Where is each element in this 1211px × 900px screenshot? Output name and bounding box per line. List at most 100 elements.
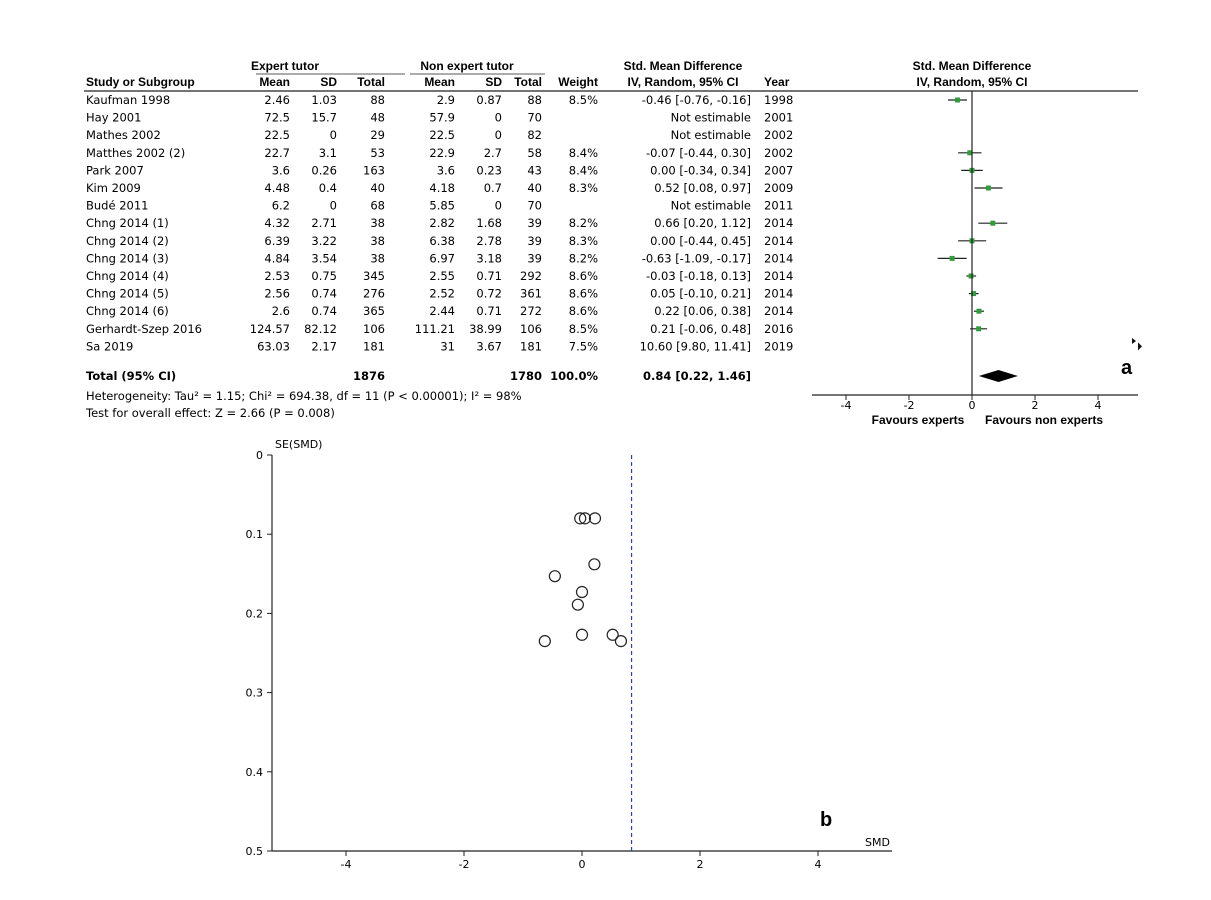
study-name: Chng 2014 (3) <box>86 251 169 265</box>
study-name: Gerhardt-Szep 2016 <box>86 322 202 336</box>
forest-x-tick-label: -4 <box>841 399 852 412</box>
forest-x-tick-label: -2 <box>904 399 915 412</box>
forest-offscale-arrow <box>1138 342 1142 351</box>
expert-mean: 2.53 <box>264 269 290 283</box>
funnel-y-tick-label: 0.3 <box>246 687 264 700</box>
study-year: 2001 <box>764 111 793 125</box>
study-year: 1998 <box>764 93 793 107</box>
funnel-y-tick-label: 0.5 <box>246 845 264 858</box>
favours-nonexperts-label: Favours non experts <box>985 413 1103 427</box>
funnel-x-tick-label: -4 <box>341 858 352 871</box>
total-smd-ci: 0.84 [0.22, 1.46] <box>643 369 751 383</box>
column-header-nonexpert-mean: Mean <box>424 75 455 89</box>
nonexpert-total: 181 <box>520 339 542 353</box>
nonexpert-sd: 0.23 <box>476 163 502 177</box>
study-year: 2019 <box>764 339 793 353</box>
expert-total: 276 <box>363 287 385 301</box>
study-name: Kaufman 1998 <box>86 93 170 107</box>
study-year: 2007 <box>764 163 793 177</box>
funnel-study-point <box>548 570 561 583</box>
study-smd-ci: 0.52 [0.08, 0.97] <box>654 181 751 195</box>
column-header-weight: Weight <box>558 75 598 89</box>
expert-sd: 3.1 <box>319 146 337 160</box>
forest-pooled-diamond <box>978 370 1018 382</box>
expert-total: 38 <box>370 216 385 230</box>
nonexpert-mean: 31 <box>440 339 455 353</box>
nonexpert-total: 40 <box>527 181 542 195</box>
forest-effect-square <box>990 220 996 226</box>
column-header-expert-sd: SD <box>320 75 337 89</box>
nonexpert-mean: 22.9 <box>429 146 455 160</box>
study-smd-ci: -0.63 [-1.09, -0.17] <box>642 251 751 265</box>
study-smd-ci: -0.03 [-0.18, 0.13] <box>646 269 751 283</box>
nonexpert-sd: 0 <box>495 128 502 142</box>
study-weight: 8.5% <box>569 322 598 336</box>
expert-total: 29 <box>370 128 385 142</box>
study-smd-ci: 0.66 [0.20, 1.12] <box>654 216 751 230</box>
margin-arrow-marker <box>1132 338 1136 344</box>
study-weight: 8.6% <box>569 304 598 318</box>
expert-sd: 0.4 <box>319 181 337 195</box>
study-name: Budé 2011 <box>86 199 148 213</box>
expert-mean: 4.84 <box>264 251 290 265</box>
funnel-y-tick-label: 0.2 <box>246 607 264 620</box>
study-smd-ci: Not estimable <box>671 111 751 125</box>
study-weight: 8.3% <box>569 181 598 195</box>
funnel-x-tick-label: -2 <box>459 858 470 871</box>
funnel-study-point <box>578 512 592 525</box>
nonexpert-mean: 111.21 <box>415 322 455 336</box>
nonexpert-total: 39 <box>527 251 542 265</box>
expert-sd: 3.54 <box>311 251 337 265</box>
expert-mean: 3.6 <box>272 163 290 177</box>
study-year: 2014 <box>764 304 793 318</box>
favours-experts-label: Favours experts <box>872 413 965 427</box>
study-weight: 8.4% <box>569 146 598 160</box>
expert-sd: 0 <box>330 199 337 213</box>
column-header-plot-ci: IV, Random, 95% CI <box>917 75 1028 89</box>
study-name: Kim 2009 <box>86 181 141 195</box>
column-header-nonexpert-total: Total <box>514 75 542 89</box>
nonexpert-total: 70 <box>527 199 542 213</box>
nonexpert-mean: 2.9 <box>437 93 455 107</box>
funnel-y-tick-label: 0.1 <box>246 528 264 541</box>
nonexpert-sd: 0 <box>495 111 502 125</box>
study-smd-ci: Not estimable <box>671 199 751 213</box>
expert-total: 181 <box>363 339 385 353</box>
expert-mean: 4.48 <box>264 181 290 195</box>
funnel-study-point <box>574 512 587 525</box>
nonexpert-sd: 0.71 <box>476 269 502 283</box>
expert-mean: 6.39 <box>264 234 290 248</box>
study-year: 2009 <box>764 181 793 195</box>
study-weight: 8.3% <box>569 234 598 248</box>
study-smd-ci: 0.22 [0.06, 0.38] <box>654 304 751 318</box>
nonexpert-sd: 0 <box>495 199 502 213</box>
forest-effect-square <box>949 255 955 261</box>
funnel-y-tick-label: 0.4 <box>246 766 264 779</box>
expert-total: 38 <box>370 234 385 248</box>
study-weight: 8.2% <box>569 251 598 265</box>
study-name: Park 2007 <box>86 163 144 177</box>
study-year: 2016 <box>764 322 793 336</box>
forest-effect-square <box>967 150 973 156</box>
study-smd-ci: Not estimable <box>671 128 751 142</box>
forest-effect-square <box>976 308 982 314</box>
study-year: 2014 <box>764 234 793 248</box>
expert-total: 345 <box>363 269 385 283</box>
column-header-expert-mean: Mean <box>259 75 290 89</box>
nonexpert-total: 39 <box>527 216 542 230</box>
nonexpert-total: 272 <box>520 304 542 318</box>
expert-mean: 22.7 <box>264 146 290 160</box>
nonexpert-mean: 2.55 <box>429 269 455 283</box>
column-header-ci: IV, Random, 95% CI <box>628 75 739 89</box>
expert-mean: 2.56 <box>264 287 290 301</box>
funnel-study-point <box>538 635 551 648</box>
expert-total: 88 <box>370 93 385 107</box>
funnel-study-point <box>588 558 601 571</box>
expert-total: 68 <box>370 199 385 213</box>
forest-effect-square <box>971 291 977 297</box>
funnel-x-tick-label: 4 <box>815 858 822 871</box>
nonexpert-sd: 2.78 <box>476 234 502 248</box>
nonexpert-total: 70 <box>527 111 542 125</box>
study-weight: 8.6% <box>569 269 598 283</box>
